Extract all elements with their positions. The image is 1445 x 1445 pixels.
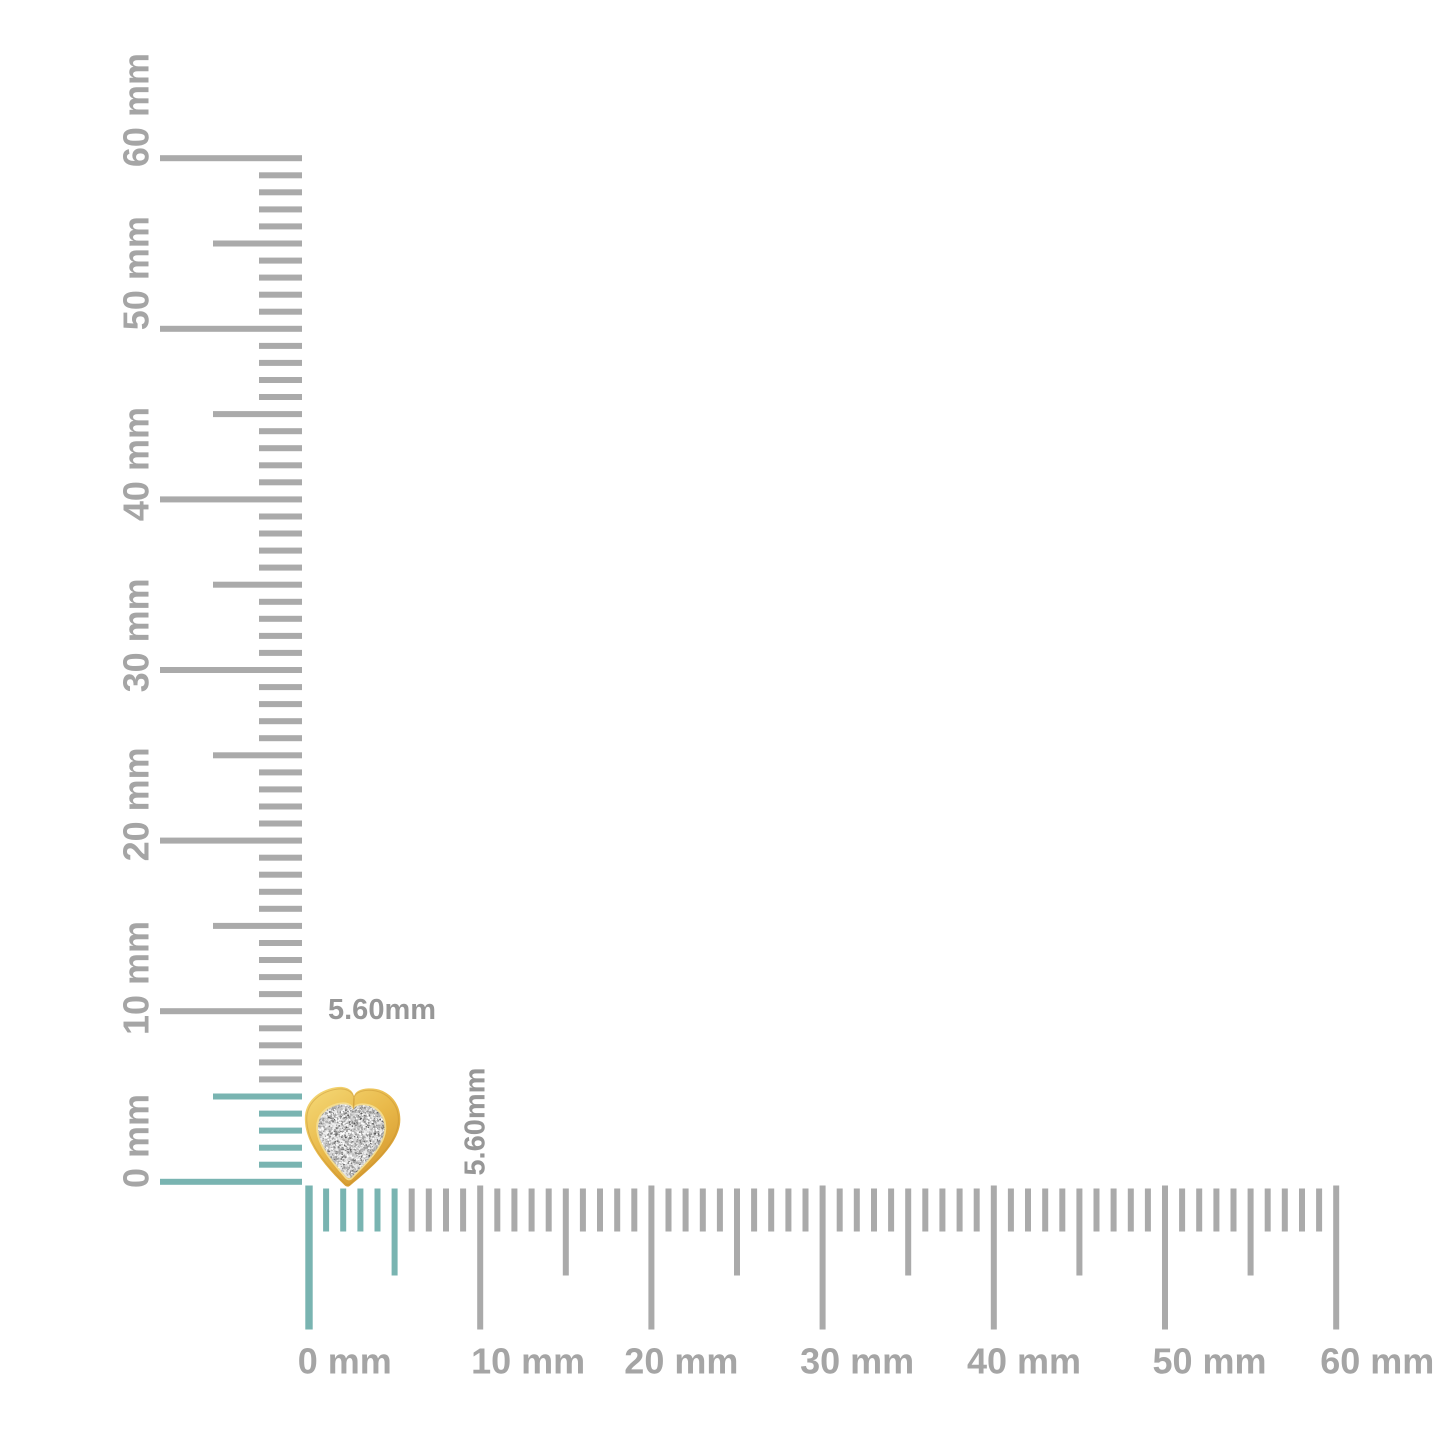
svg-text:60 mm: 60 mm: [1320, 1341, 1434, 1382]
svg-text:10 mm: 10 mm: [471, 1341, 585, 1382]
svg-text:40 mm: 40 mm: [116, 407, 157, 521]
svg-text:5.60mm: 5.60mm: [328, 994, 436, 1026]
svg-text:10 mm: 10 mm: [116, 921, 157, 1035]
svg-text:5.60mm: 5.60mm: [459, 1068, 491, 1176]
svg-text:20 mm: 20 mm: [116, 747, 157, 861]
svg-text:40 mm: 40 mm: [967, 1341, 1081, 1382]
svg-text:20 mm: 20 mm: [624, 1341, 738, 1382]
svg-text:30 mm: 30 mm: [116, 578, 157, 692]
svg-text:50 mm: 50 mm: [116, 216, 157, 330]
svg-text:50 mm: 50 mm: [1153, 1341, 1267, 1382]
svg-text:30 mm: 30 mm: [800, 1341, 914, 1382]
svg-text:60 mm: 60 mm: [116, 53, 157, 167]
svg-text:0 mm: 0 mm: [298, 1341, 392, 1382]
svg-text:0 mm: 0 mm: [116, 1094, 157, 1188]
